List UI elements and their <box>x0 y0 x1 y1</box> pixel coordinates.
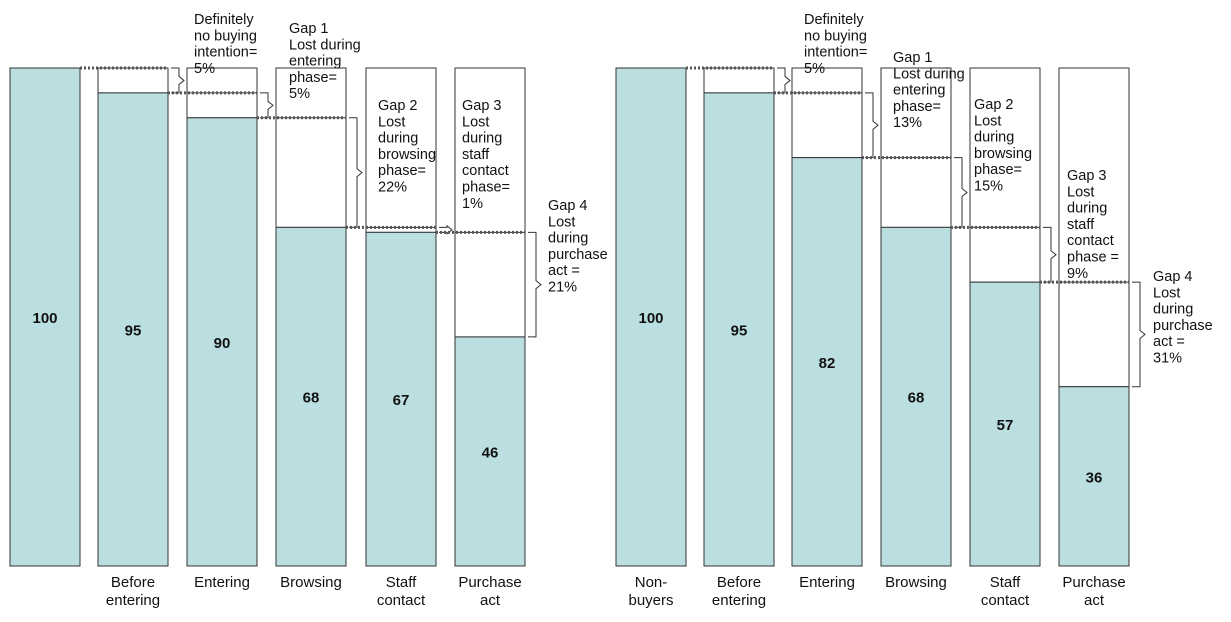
gap-brace <box>1132 282 1145 387</box>
gap-brace <box>777 68 790 93</box>
gap-brace <box>954 158 967 228</box>
bar-value-label: 57 <box>997 417 1014 434</box>
gap-brace <box>349 118 362 228</box>
category-label: Staff contact <box>981 574 1030 609</box>
category-label: Before entering <box>106 574 160 609</box>
category-label: Purchase act <box>458 574 521 609</box>
bar-value-label: 100 <box>32 310 57 327</box>
gap-annotation: Definitely no buying intention= 5% <box>194 12 257 77</box>
category-label: Browsing <box>280 574 342 591</box>
gap-brace <box>1043 227 1056 282</box>
bar-value-label: 95 <box>731 322 748 339</box>
gap-box <box>792 68 862 158</box>
gap-box <box>98 68 168 93</box>
gap-box <box>704 68 774 93</box>
gap-brace <box>260 93 273 118</box>
category-label: Non-buyers <box>628 574 673 609</box>
bar-value-label: 100 <box>638 310 663 327</box>
gap-brace <box>865 93 878 158</box>
bar-value-label: 67 <box>393 392 410 409</box>
category-label: Purchase act <box>1062 574 1125 609</box>
bar-value-label: 82 <box>819 355 836 372</box>
gap-brace <box>171 68 184 93</box>
gap-annotation: Gap 4 Lost during purchase act = 21% <box>548 198 608 296</box>
category-label: Entering <box>799 574 855 591</box>
category-label: Before entering <box>712 574 766 609</box>
gap-box <box>276 68 346 227</box>
bar-value-label: 95 <box>125 322 142 339</box>
bar-value-label: 90 <box>214 335 231 352</box>
bar-value-label: 68 <box>908 390 925 407</box>
gap-brace <box>528 232 541 337</box>
bar-value-label: 68 <box>303 390 320 407</box>
gap-annotation: Definitely no buying intention= 5% <box>804 12 867 77</box>
category-label: Entering <box>194 574 250 591</box>
category-label: Browsing <box>885 574 947 591</box>
bar-value-label: 36 <box>1086 469 1103 486</box>
category-label: Staff contact <box>377 574 426 609</box>
bar-value-label: 46 <box>482 444 499 461</box>
gap-annotation: Gap 4 Lost during purchase act = 31% <box>1153 269 1213 367</box>
